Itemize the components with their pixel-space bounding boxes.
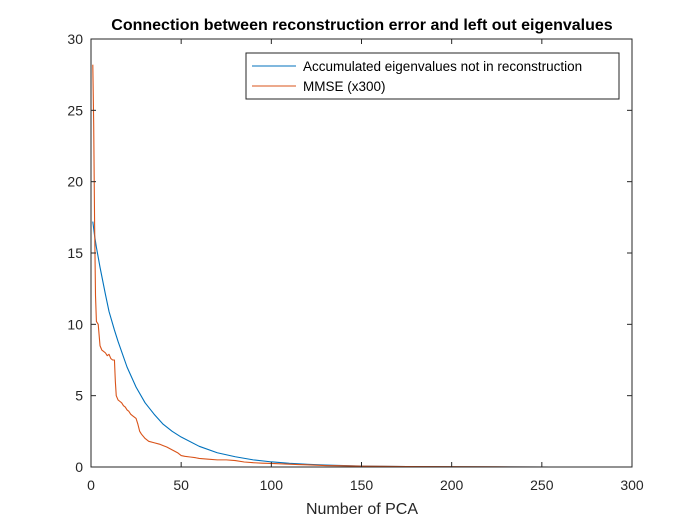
y-tick-label: 30 — [67, 31, 83, 47]
x-axis-label: Number of PCA — [306, 501, 418, 518]
axes: 0 50 100 150 200 250 300 0 5 10 15 20 25 30 — [67, 31, 643, 493]
legend-label-1: Accumulated eigenvalues not in reconstru… — [303, 59, 582, 74]
x-tick-label: 250 — [530, 477, 554, 493]
y-tick-label: 5 — [75, 388, 83, 404]
x-tick-label: 150 — [350, 477, 374, 493]
y-tick-label: 10 — [67, 316, 83, 332]
legend-label-2: MMSE (x300) — [303, 79, 386, 94]
legend-box — [245, 52, 620, 100]
x-tick-label: 50 — [173, 477, 189, 493]
x-tick-label: 300 — [620, 477, 644, 493]
plot-background — [91, 39, 632, 467]
plot-area: 0 50 100 150 200 250 300 0 5 10 15 20 25 30 Accumulat… — [67, 31, 643, 493]
y-tick-label: 25 — [67, 102, 83, 118]
y-tick-label: 0 — [75, 459, 83, 475]
x-tick-label: 100 — [260, 477, 284, 493]
x-tick-label: 0 — [87, 477, 95, 493]
x-tick-label: 200 — [440, 477, 464, 493]
y-tick-label: 20 — [67, 174, 83, 190]
y-tick-label: 15 — [67, 245, 83, 261]
series-line-2 — [92, 64, 553, 467]
legend: Accumulated eigenvalues not in reconstru… — [245, 52, 620, 100]
chart-title: Connection between reconstruction error … — [111, 17, 613, 34]
series-layer — [92, 64, 553, 467]
